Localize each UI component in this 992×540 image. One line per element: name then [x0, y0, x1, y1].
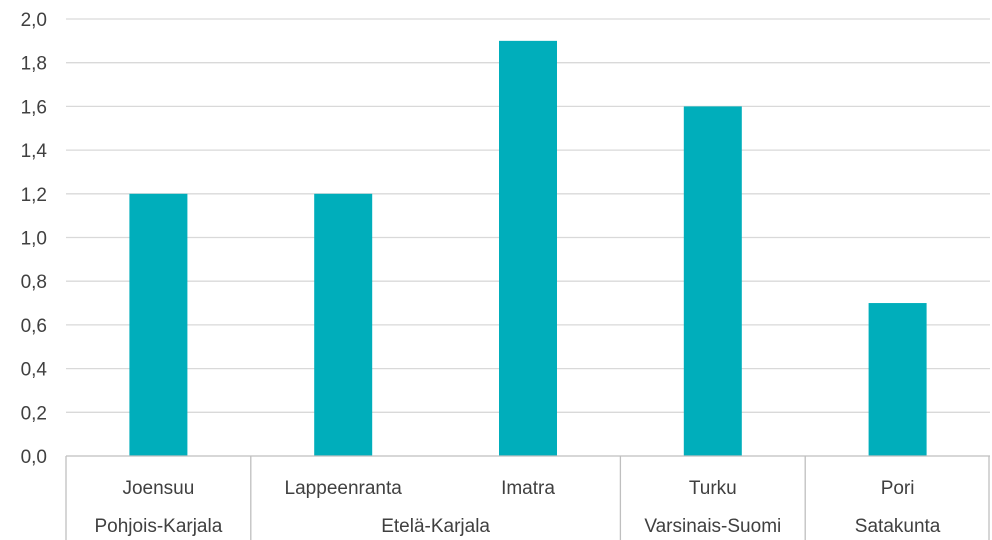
y-tick-label: 0,2 — [21, 403, 47, 424]
bars — [129, 40, 927, 457]
x-tick-label: Pori — [881, 478, 915, 499]
x-group-label: Etelä-Karjala — [381, 516, 490, 537]
y-tick-label: 0,4 — [21, 360, 48, 381]
y-tick-label: 0,8 — [21, 272, 47, 293]
y-tick-label: 2,0 — [21, 10, 47, 31]
x-group-label: Varsinais-Suomi — [644, 516, 781, 537]
x-axis: Joensuu Lappeenranta Imatra Turku Pori Pohjoi… — [65, 455, 990, 540]
bar — [314, 193, 373, 457]
x-tick-label: Lappeenranta — [285, 478, 403, 499]
bar — [129, 193, 188, 457]
x-group-label: Pohjois-Karjala — [95, 516, 223, 537]
y-tick-label: 1,8 — [21, 54, 47, 75]
y-tick-label: 0,6 — [21, 316, 47, 337]
bar — [868, 303, 927, 456]
bar — [683, 106, 742, 457]
x-group-label: Satakunta — [855, 516, 941, 537]
y-axis-ticks: 0,0 0,2 0,4 0,6 0,8 1,0 1,2 1,4 1,6 1,8 2,0 — [21, 10, 48, 468]
y-tick-label: 1,6 — [21, 97, 47, 118]
x-tick-label: Imatra — [501, 478, 555, 499]
x-tick-label: Joensuu — [122, 478, 194, 499]
y-tick-label: 0,0 — [21, 447, 47, 468]
y-tick-label: 1,0 — [21, 229, 47, 250]
bar — [499, 40, 557, 456]
x-tick-label: Turku — [689, 478, 737, 499]
y-tick-label: 1,2 — [21, 185, 47, 206]
y-tick-label: 1,4 — [21, 141, 48, 162]
